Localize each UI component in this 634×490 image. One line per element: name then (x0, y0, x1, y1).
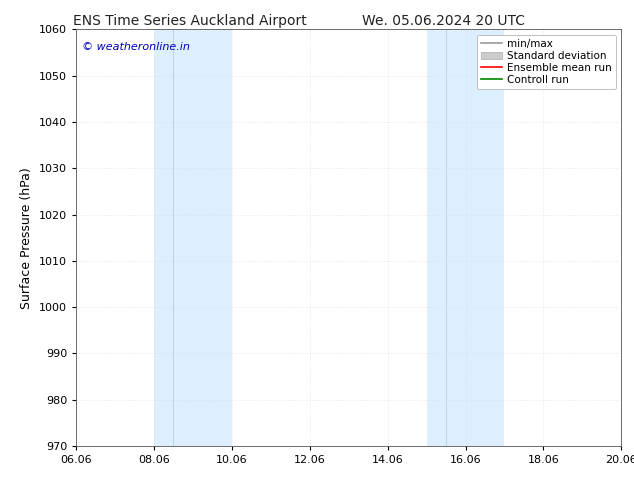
Bar (174, 29, 232, 446)
Text: ENS Time Series Auckland Airport: ENS Time Series Auckland Airport (74, 14, 307, 28)
Y-axis label: Surface Pressure (hPa): Surface Pressure (hPa) (20, 167, 34, 309)
Legend: min/max, Standard deviation, Ensemble mean run, Controll run: min/max, Standard deviation, Ensemble me… (477, 35, 616, 89)
Bar (427, 29, 446, 446)
Text: We. 05.06.2024 20 UTC: We. 05.06.2024 20 UTC (362, 14, 526, 28)
Bar (446, 29, 505, 446)
Bar (154, 29, 174, 446)
Text: © weatheronline.in: © weatheronline.in (82, 42, 190, 52)
